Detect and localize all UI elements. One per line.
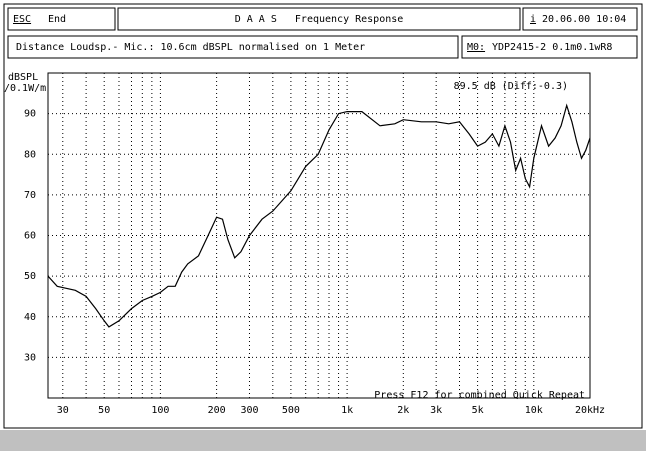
esc-label: End [48, 14, 66, 25]
x-tick-label: 20kHz [575, 405, 605, 416]
esc-key: ESC [13, 14, 31, 25]
x-tick-label: 30 [57, 405, 69, 416]
x-tick-label: 5k [472, 405, 484, 416]
response-curve [47, 103, 591, 328]
info-key[interactable]: i [530, 14, 536, 25]
y-tick-label: 40 [24, 312, 36, 323]
annotation: 89.5 dB (Diff:-0.3) [454, 81, 568, 92]
y-tick-label: 80 [24, 149, 36, 160]
y-tick-label: 70 [24, 190, 36, 201]
y-axis-label: dBSPL [8, 72, 38, 83]
chart-title: D A A S Frequency Response [235, 14, 404, 25]
esc-button[interactable] [7, 7, 116, 31]
status-strip [0, 430, 646, 451]
x-tick-label: 10k [525, 405, 543, 416]
subtitle: Distance Loudsp.- Mic.: 10.6cm dBSPL nor… [16, 42, 365, 53]
x-tick-label: 50 [98, 405, 110, 416]
y-axis-unit: /0.1W/m [4, 83, 46, 94]
y-tick-label: 50 [24, 271, 36, 282]
x-tick-label: 300 [240, 405, 258, 416]
title-box [117, 7, 521, 31]
datetime: 20.06.00 10:04 [542, 14, 626, 25]
plot-area [47, 72, 591, 399]
subtitle-box [7, 35, 459, 59]
date-box [522, 7, 638, 31]
model-box [461, 35, 638, 59]
y-tick-label: 90 [24, 109, 36, 120]
y-tick-label: 60 [24, 231, 36, 242]
model: YDP2415-2 0.1m0.1wR8 [492, 42, 612, 53]
footer-note: Press F12 for combined Quick Repeat [374, 390, 585, 401]
x-tick-label: 500 [282, 405, 300, 416]
x-tick-label: 3k [430, 405, 442, 416]
frame [3, 3, 643, 429]
y-tick-label: 30 [24, 352, 36, 363]
model-key[interactable]: M0: [467, 42, 485, 53]
x-tick-label: 200 [208, 405, 226, 416]
x-tick-label: 2k [397, 405, 409, 416]
x-tick-label: 1k [341, 405, 353, 416]
x-tick-label: 100 [151, 405, 169, 416]
